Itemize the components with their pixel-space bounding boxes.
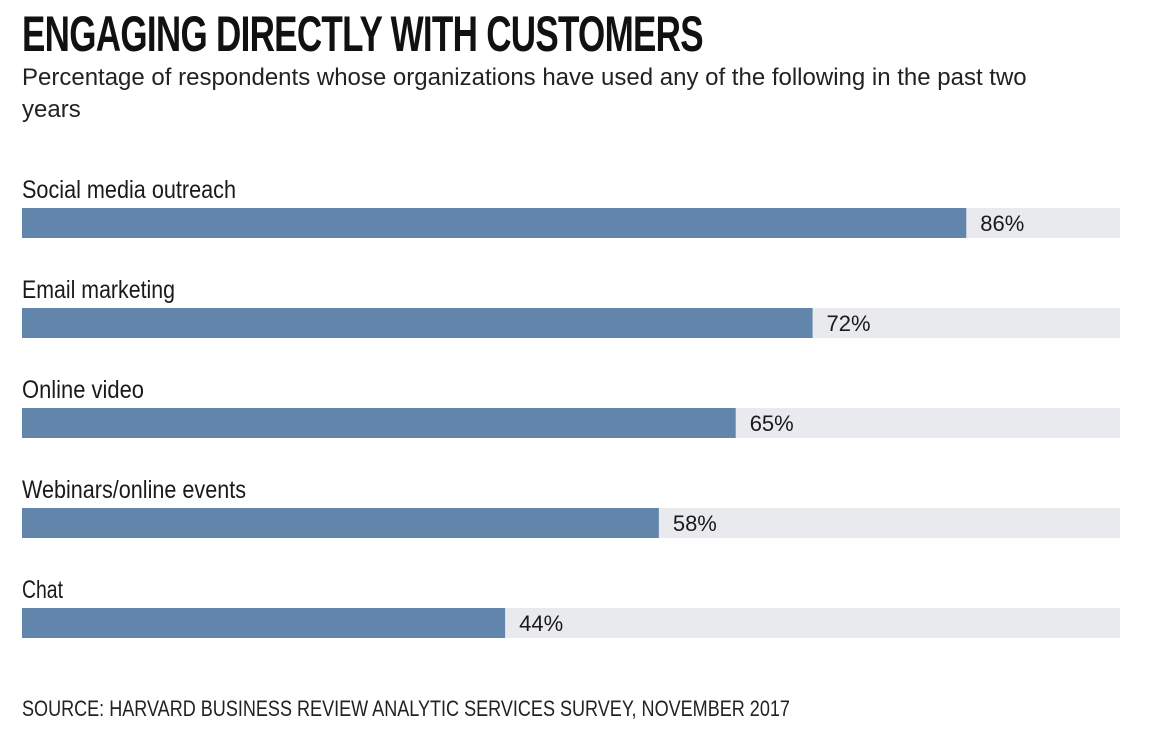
value-label: 72%	[827, 311, 871, 336]
category-label: Online video	[22, 376, 144, 404]
value-label: 65%	[750, 411, 794, 436]
value-label: 86%	[980, 211, 1024, 236]
bar	[22, 508, 659, 538]
bar	[22, 208, 967, 238]
chart-subtitle: Percentage of respondents whose organiza…	[22, 64, 1027, 123]
bar	[22, 408, 736, 438]
category-label: Social media outreach	[22, 176, 236, 204]
value-label: 58%	[673, 511, 717, 536]
bar	[22, 608, 506, 638]
category-label: Chat	[22, 576, 63, 604]
chart-title: ENGAGING DIRECTLY WITH CUSTOMERS	[22, 6, 704, 62]
source-note: SOURCE: HARVARD BUSINESS REVIEW ANALYTIC…	[22, 696, 790, 721]
bar	[22, 308, 813, 338]
category-label: Email marketing	[22, 276, 175, 304]
value-label: 44%	[519, 611, 563, 636]
category-label: Webinars/online events	[22, 476, 246, 504]
